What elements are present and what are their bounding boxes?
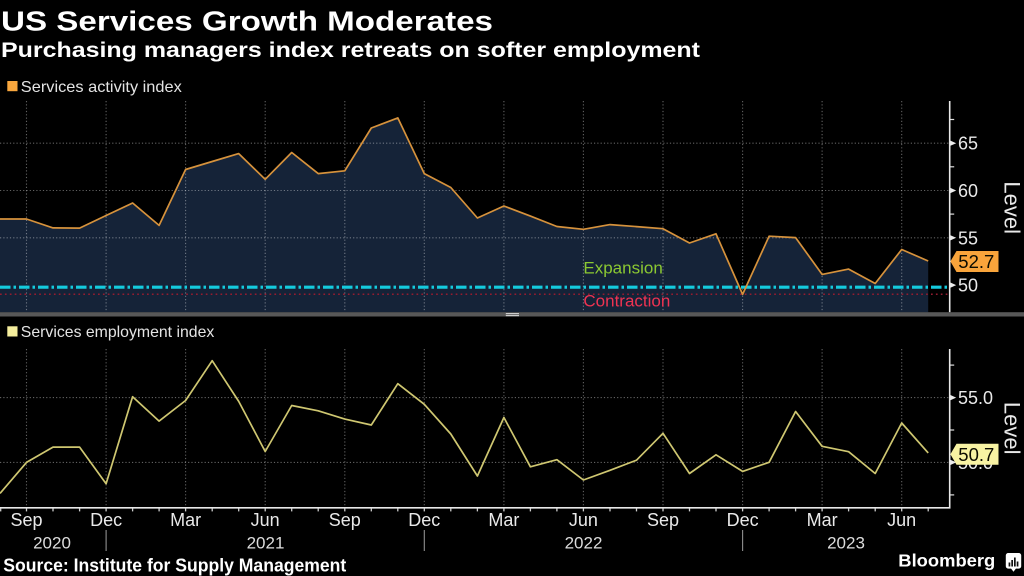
svg-text:55: 55 — [958, 228, 978, 248]
svg-text:65: 65 — [958, 134, 978, 154]
svg-text:Sep: Sep — [10, 510, 42, 530]
svg-text:2021: 2021 — [247, 534, 285, 553]
svg-text:Level: Level — [999, 181, 1024, 234]
svg-text:US Services Growth Moderates: US Services Growth Moderates — [1, 5, 493, 36]
svg-text:2023: 2023 — [827, 534, 865, 553]
svg-text:2022: 2022 — [565, 534, 603, 553]
svg-text:Mar: Mar — [170, 510, 201, 530]
svg-text:50: 50 — [958, 276, 978, 296]
svg-text:60: 60 — [958, 181, 978, 201]
svg-text:Dec: Dec — [727, 510, 759, 530]
svg-text:Services activity index: Services activity index — [21, 79, 182, 96]
svg-text:55.0: 55.0 — [958, 388, 993, 408]
svg-text:Expansion: Expansion — [583, 259, 662, 278]
svg-text:Jun: Jun — [569, 510, 598, 530]
svg-text:Bloomberg: Bloomberg — [898, 551, 995, 571]
svg-text:Services employment index: Services employment index — [21, 324, 215, 341]
svg-text:Mar: Mar — [488, 510, 519, 530]
svg-text:Jun: Jun — [251, 510, 280, 530]
svg-text:50.7: 50.7 — [958, 444, 994, 465]
svg-text:Jun: Jun — [887, 510, 916, 530]
svg-text:52.7: 52.7 — [958, 251, 994, 272]
svg-text:2020: 2020 — [33, 534, 71, 553]
svg-text:Source: Institute for Supply M: Source: Institute for Supply Management — [3, 555, 346, 575]
svg-text:Mar: Mar — [807, 510, 838, 530]
svg-text:Purchasing managers index retr: Purchasing managers index retreats on so… — [1, 38, 700, 62]
svg-text:Dec: Dec — [90, 510, 122, 530]
svg-text:Contraction: Contraction — [583, 292, 670, 311]
svg-text:Level: Level — [999, 402, 1024, 455]
svg-text:Sep: Sep — [329, 510, 361, 530]
svg-text:Sep: Sep — [647, 510, 679, 530]
svg-text:Dec: Dec — [408, 510, 440, 530]
